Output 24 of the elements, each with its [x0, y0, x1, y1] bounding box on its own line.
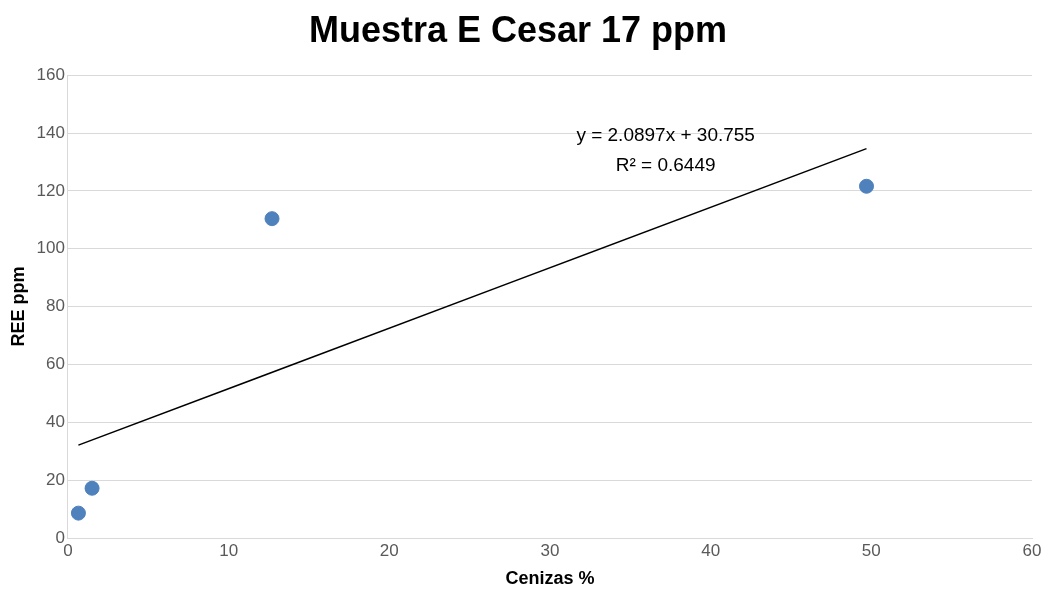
x-tick-label: 40	[701, 540, 721, 560]
x-tick-label: 30	[540, 540, 560, 560]
y-tick-label: 40	[46, 411, 65, 431]
x-axis-title: Cenizas %	[505, 568, 595, 589]
x-tick-label: 20	[379, 540, 399, 560]
y-tick-label: 20	[46, 469, 65, 489]
y-tick-label: 80	[46, 296, 65, 316]
y-tick-label: 120	[36, 180, 65, 200]
y-tick-label: 140	[36, 122, 65, 142]
point	[859, 178, 875, 194]
x-tick-label: 50	[861, 540, 881, 560]
annotation: y = 2.0897x + 30.755	[576, 123, 755, 145]
point	[264, 211, 280, 227]
chart-title: Muestra E Cesar 17 ppm	[308, 8, 728, 50]
y-axis-title: REE ppm	[7, 266, 28, 347]
point	[70, 505, 86, 521]
y-tick-label: 60	[46, 354, 65, 374]
x-tick-label: 10	[219, 540, 239, 560]
x-tick-label: 60	[1022, 540, 1042, 560]
y-tick-label: 0	[55, 527, 65, 547]
annotation: R² = 0.6449	[615, 153, 716, 175]
point	[84, 480, 100, 496]
y-tick-label: 160	[36, 64, 65, 84]
y-tick-label: 100	[36, 238, 65, 258]
